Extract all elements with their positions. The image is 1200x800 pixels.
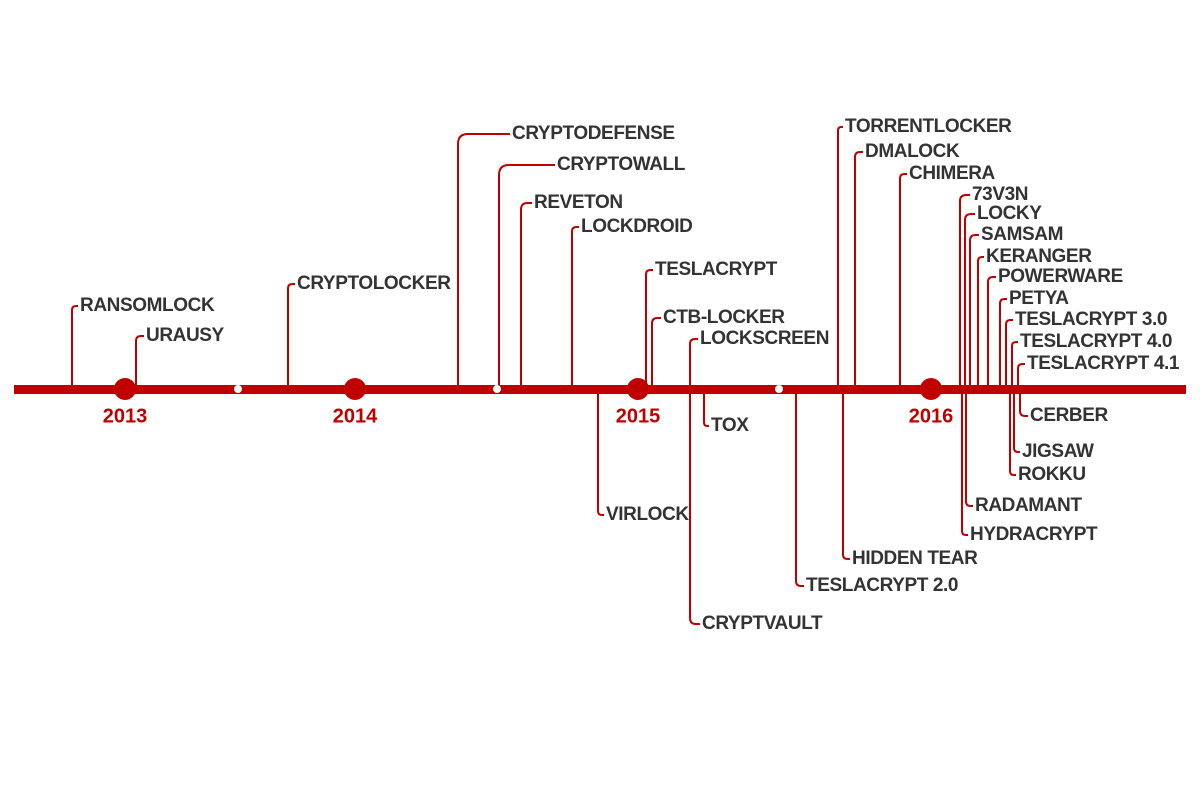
event-label: TESLACRYPT [655,259,778,280]
event-label: SAMSAM [981,224,1063,245]
event-label: KERANGER [986,246,1092,267]
event-stem [964,213,975,389]
event-label: URAUSY [146,325,225,346]
event-label: TESLACRYPT 4.0 [1020,331,1172,352]
year-dot [920,378,942,400]
event-label: PETYA [1009,288,1069,309]
event-stem [961,389,968,536]
event-stem [999,298,1007,389]
year-label: 2014 [333,405,378,427]
event-label: CERBER [1030,405,1109,426]
event-label: TESLACRYPT 3.0 [1015,309,1167,330]
year-label: 2016 [909,405,954,427]
event-label: CRYPTOWALL [557,154,686,175]
event-stem [571,226,579,389]
event-label: LOCKY [977,203,1042,224]
event-label: VIRLOCK [606,504,689,525]
event-stem [287,283,295,389]
event-label: JIGSAW [1022,441,1094,462]
event-stem [1017,363,1025,389]
event-label: CTB-LOCKER [663,307,785,328]
minor-dot [775,385,783,393]
year-dot [344,378,366,400]
event-label: REVETON [534,192,623,213]
event-stem [597,389,604,516]
year-dot [627,378,649,400]
year-label: 2015 [616,405,661,427]
event-label: TORRENTLOCKER [845,116,1012,137]
event-label: CRYPTODEFENSE [512,123,675,144]
event-stem [1013,389,1020,453]
event-stem [689,338,698,389]
event-stem [837,126,843,389]
event-stem [703,389,709,427]
event-stem [1005,319,1013,389]
event-label: CHIMERA [909,163,996,184]
event-label: TOX [711,415,749,436]
event-stem [977,256,984,389]
event-stem [498,164,555,389]
timeline-axis [14,385,1186,394]
event-stem [987,276,996,389]
event-label: HIDDEN TEAR [852,548,978,569]
event-stem [689,389,700,625]
event-label: HYDRACRYPT [970,524,1098,545]
year-label: 2013 [103,405,148,427]
event-stem [1009,389,1016,476]
event-stem [842,389,850,560]
event-stem [854,151,863,389]
event-label: 73V3N [972,184,1028,205]
event-stem [899,173,907,389]
event-label: TESLACRYPT 4.1 [1027,353,1180,374]
event-label: POWERWARE [998,266,1123,287]
event-label: TESLACRYPT 2.0 [806,575,958,596]
event-stem [795,389,804,587]
minor-dot [493,385,501,393]
event-stem [959,194,970,389]
event-stem [969,234,979,389]
event-stem [520,202,532,389]
event-label: CRYPTVAULT [702,613,823,634]
event-stem [1011,341,1018,389]
event-stem [651,317,661,389]
event-stem [135,335,144,389]
event-label: RADAMANT [975,495,1082,516]
event-label: LOCKSCREEN [700,328,829,349]
event-label: ROKKU [1018,464,1086,485]
minor-dot [234,385,242,393]
event-stem [457,133,510,389]
event-stem [965,389,973,507]
event-label: RANSOMLOCK [80,295,215,316]
event-stem [1019,389,1028,417]
event-label: DMALOCK [865,141,960,162]
event-stem [71,305,78,389]
year-dot [114,378,136,400]
event-label: LOCKDROID [581,216,692,237]
event-label: CRYPTOLOCKER [297,273,451,294]
event-stem [645,269,653,389]
